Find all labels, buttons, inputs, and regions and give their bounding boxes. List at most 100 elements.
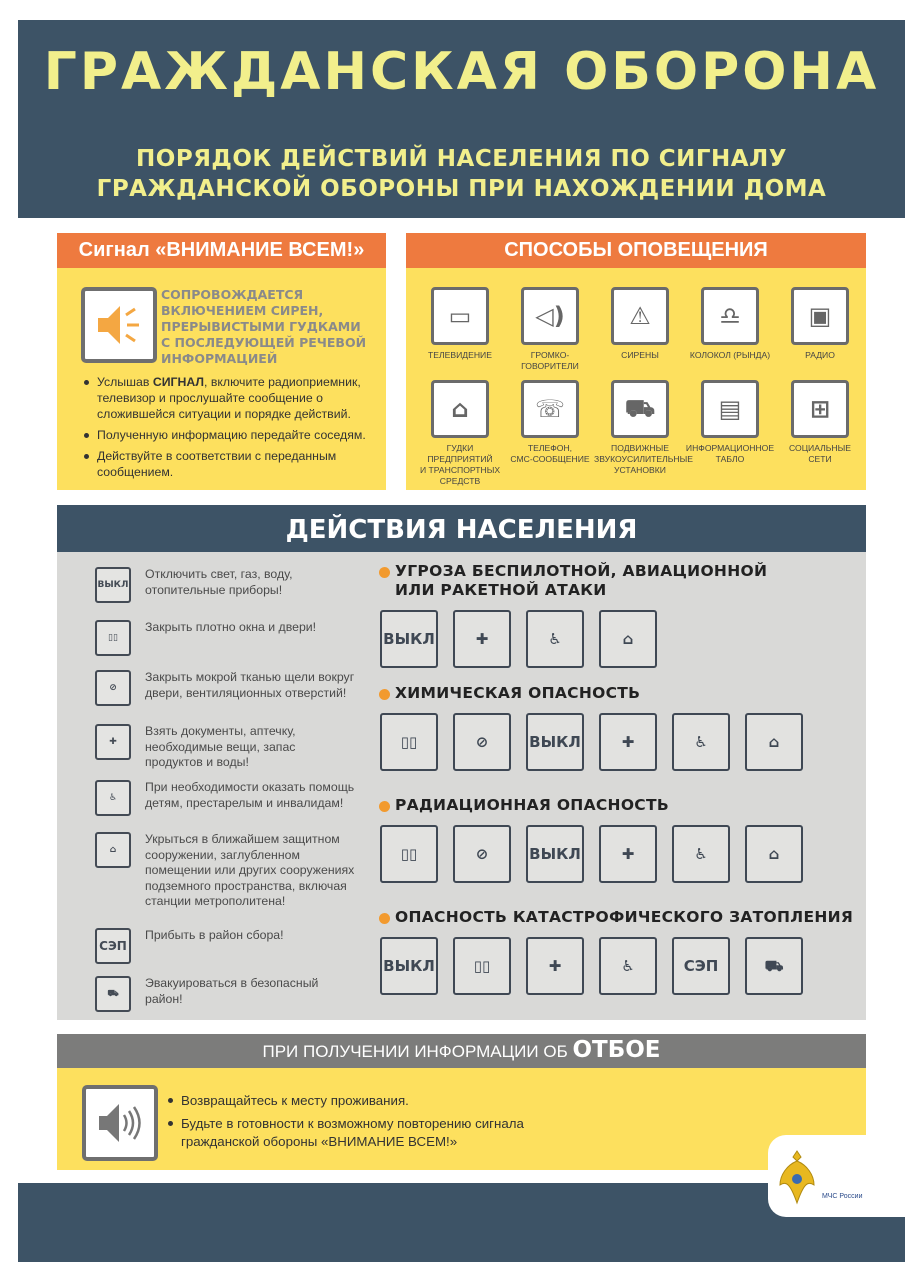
signal-panel: Сигнал «ВНИМАНИЕ ВСЕМ!» СОПРОВОЖДАЕТСЯ В… [57,233,386,490]
scenario-icons: ВЫКЛ ▯▯ ✚ ♿ СЭП ⛟ [380,937,853,995]
notification-label: КОЛОКОЛ (РЫНДА) [689,350,771,360]
desc-line: ИНФОРМАЦИЕЙ [161,351,278,366]
notification-label: СОЦИАЛЬНЫЕ СЕТИ [789,443,851,464]
scenario: ОПАСНОСТЬ КАТАСТРОФИЧЕСКОГО ЗАТОПЛЕНИЯ ВЫ… [377,908,853,995]
siren-icon: ⚠ [611,287,669,345]
bell-icon: ♎ [701,287,759,345]
shelter-icon: ⌂ [599,610,657,668]
help-people-icon: ♿ [526,610,584,668]
mchs-logo: МЧС России [768,1135,908,1217]
seal-gaps-icon: ⊘ [453,713,511,771]
action-item: ▯▯ Закрыть плотно окна и двери! [95,620,355,656]
switch-off-icon: ВЫКЛ [526,825,584,883]
seal-gaps-icon: ⊘ [95,670,131,706]
seal-gaps-icon: ⊘ [453,825,511,883]
phone-icon: ☏ [521,380,579,438]
all-clear-title-text: ПРИ ПОЛУЧЕНИИ ИНФОРМАЦИИ ОБ [262,1042,573,1061]
action-item: СЭП Прибыть в район сбора! [95,928,355,964]
action-text: Укрыться в ближайшем защитном сооружении… [145,832,355,908]
notification-label: РАДИО [805,350,835,360]
notification-label: ТЕЛЕФОН, СМС-СООБЩЕНИЕ [510,443,590,464]
notification-method: ▤ ИНФОРМАЦИОННОЕ ТАБЛО [684,380,776,465]
switch-off-icon: ВЫКЛ [380,610,438,668]
scenario: РАДИАЦИОННАЯ ОПАСНОСТЬ ▯▯ ⊘ ВЫКЛ ✚ ♿ ⌂ [377,796,803,883]
page-title: ГРАЖДАНСКАЯ ОБОРОНА [43,42,880,102]
action-item: ♿ При необходимости оказать помощь детям,… [95,780,355,816]
desc-line: ПРЕРЫВИСТЫМИ ГУДКАМИ [161,319,361,334]
notification-title: СПОСОБЫ ОПОВЕЩЕНИЯ [406,233,866,268]
notification-method: ⊞ СОЦИАЛЬНЫЕ СЕТИ [774,380,866,465]
action-text: Прибыть в район сбора! [145,928,284,942]
shelter-icon: ⌂ [745,713,803,771]
signal-title: Сигнал «ВНИМАНИЕ ВСЕМ!» [57,233,386,268]
supplies-icon: ✚ [526,937,584,995]
close-windows-doors-icon: ▯▯ [380,825,438,883]
subtitle-line: ПОРЯДОК ДЕЙСТВИЙ НАСЕЛЕНИЯ ПО СИГНАЛУ [136,146,787,172]
speaker-icon [82,1085,158,1161]
radio-icon: ▣ [791,287,849,345]
action-text: При необходимости оказать помощь детям, … [145,780,355,810]
action-item: ВЫКЛ Отключить свет, газ, воду, отопитель… [95,567,355,603]
instruction-item: Возвращайтесь к месту проживания. [165,1092,585,1110]
text-bold: СИГНАЛ [152,375,205,389]
all-clear-panel: Возвращайтесь к месту проживания. Будьте… [57,1068,866,1170]
all-clear-title: ПРИ ПОЛУЧЕНИИ ИНФОРМАЦИИ ОБ ОТБОЕ [57,1034,866,1068]
all-clear-title-bold: ОТБОЕ [572,1037,661,1063]
scenario-title: ОПАСНОСТЬ КАТАСТРОФИЧЕСКОГО ЗАТОПЛЕНИЯ [377,908,853,927]
notification-method: ▣ РАДИО [774,287,866,361]
action-text: Закрыть плотно окна и двери! [145,620,317,634]
all-clear-instructions: Возвращайтесь к месту проживания. Будьте… [165,1092,585,1156]
switch-off-icon: ВЫКЛ [95,567,131,603]
speaker-icon [81,287,157,363]
notification-label: ПОДВИЖНЫЕ ЗВУКОУСИЛИТЕЛЬНЫЕ УСТАНОВКИ [594,443,693,475]
assembly-point-icon: СЭП [95,928,131,964]
signal-description: СОПРОВОЖДАЕТСЯ ВКЛЮЧЕНИЕМ СИРЕН, ПРЕРЫВИ… [161,287,366,367]
help-people-icon: ♿ [672,713,730,771]
instruction-item: Полученную информацию передайте соседям. [81,427,381,443]
social-networks-icon: ⊞ [791,380,849,438]
notification-method: ⚠ СИРЕНЫ [594,287,686,361]
text: , включите радиоприемник, телевизор и пр… [97,375,361,421]
text: Услышав [97,375,153,389]
notification-label: ГРОМКО- ГОВОРИТЕЛИ [521,350,579,371]
supplies-icon: ✚ [599,825,657,883]
action-item: ⛟ Эвакуироваться в безопасный район! [95,976,355,1012]
factory-icon: ⌂ [431,380,489,438]
instruction-item: Услышав СИГНАЛ, включите радиоприемник, … [81,374,381,422]
shelter-icon: ⌂ [95,832,131,868]
help-people-icon: ♿ [672,825,730,883]
scenario-title: РАДИАЦИОННАЯ ОПАСНОСТЬ [377,796,803,815]
scenario-icons: ВЫКЛ ✚ ♿ ⌂ [380,610,767,668]
action-text: Закрыть мокрой тканью щели вокруг двери,… [145,670,355,700]
notification-label: СИРЕНЫ [621,350,659,360]
notification-method: ⛟ ПОДВИЖНЫЕ ЗВУКОУСИЛИТЕЛЬНЫЕ УСТАНОВКИ [594,380,693,476]
evacuation-icon: ⛟ [745,937,803,995]
help-people-icon: ♿ [599,937,657,995]
footer-band [18,1183,905,1262]
notification-method: ⌂ ГУДКИ ПРЕДПРИЯТИЙ И ТРАНСПОРТНЫХ СРЕДСТ… [414,380,506,487]
notification-method: ◁) ГРОМКО- ГОВОРИТЕЛИ [504,287,596,372]
action-text: Отключить свет, газ, воду, отопительные … [145,567,293,597]
close-windows-doors-icon: ▯▯ [380,713,438,771]
notification-label: ИНФОРМАЦИОННОЕ ТАБЛО [685,443,775,464]
switch-off-icon: ВЫКЛ [380,937,438,995]
scenario-title: УГРОЗА БЕСПИЛОТНОЙ, АВИАЦИОННОЙ ИЛИ РАКЕ… [377,562,767,600]
supplies-icon: ✚ [95,724,131,760]
desc-line: ВКЛЮЧЕНИЕМ СИРЕН, [161,303,324,318]
switch-off-icon: ВЫКЛ [526,713,584,771]
notification-methods-panel: СПОСОБЫ ОПОВЕЩЕНИЯ ▭ ТЕЛЕВИДЕНИЕ ◁) ГРОМКО-… [406,233,866,490]
help-people-icon: ♿ [95,780,131,816]
loudspeaker-truck-icon: ⛟ [611,380,669,438]
action-text: Эвакуироваться в безопасный район! [145,976,319,1006]
action-item: ✚ Взять документы, аптечку, необходимые в… [95,724,355,771]
supplies-icon: ✚ [599,713,657,771]
notification-label: ТЕЛЕВИДЕНИЕ [428,350,492,360]
assembly-point-icon: СЭП [672,937,730,995]
scenario: ХИМИЧЕСКАЯ ОПАСНОСТЬ ▯▯ ⊘ ВЫКЛ ✚ ♿ ⌂ [377,684,803,771]
desc-line: С ПОСЛЕДУЮЩЕЙ РЕЧЕВОЙ [161,335,367,350]
evacuation-icon: ⛟ [95,976,131,1012]
info-board-icon: ▤ [701,380,759,438]
scenario: УГРОЗА БЕСПИЛОТНОЙ, АВИАЦИОННОЙ ИЛИ РАКЕ… [377,562,767,668]
signal-instructions: Услышав СИГНАЛ, включите радиоприемник, … [81,374,381,485]
page-subtitle: ПОРЯДОК ДЕЙСТВИЙ НАСЕЛЕНИЯ ПО СИГНАЛУ ГР… [18,144,905,204]
